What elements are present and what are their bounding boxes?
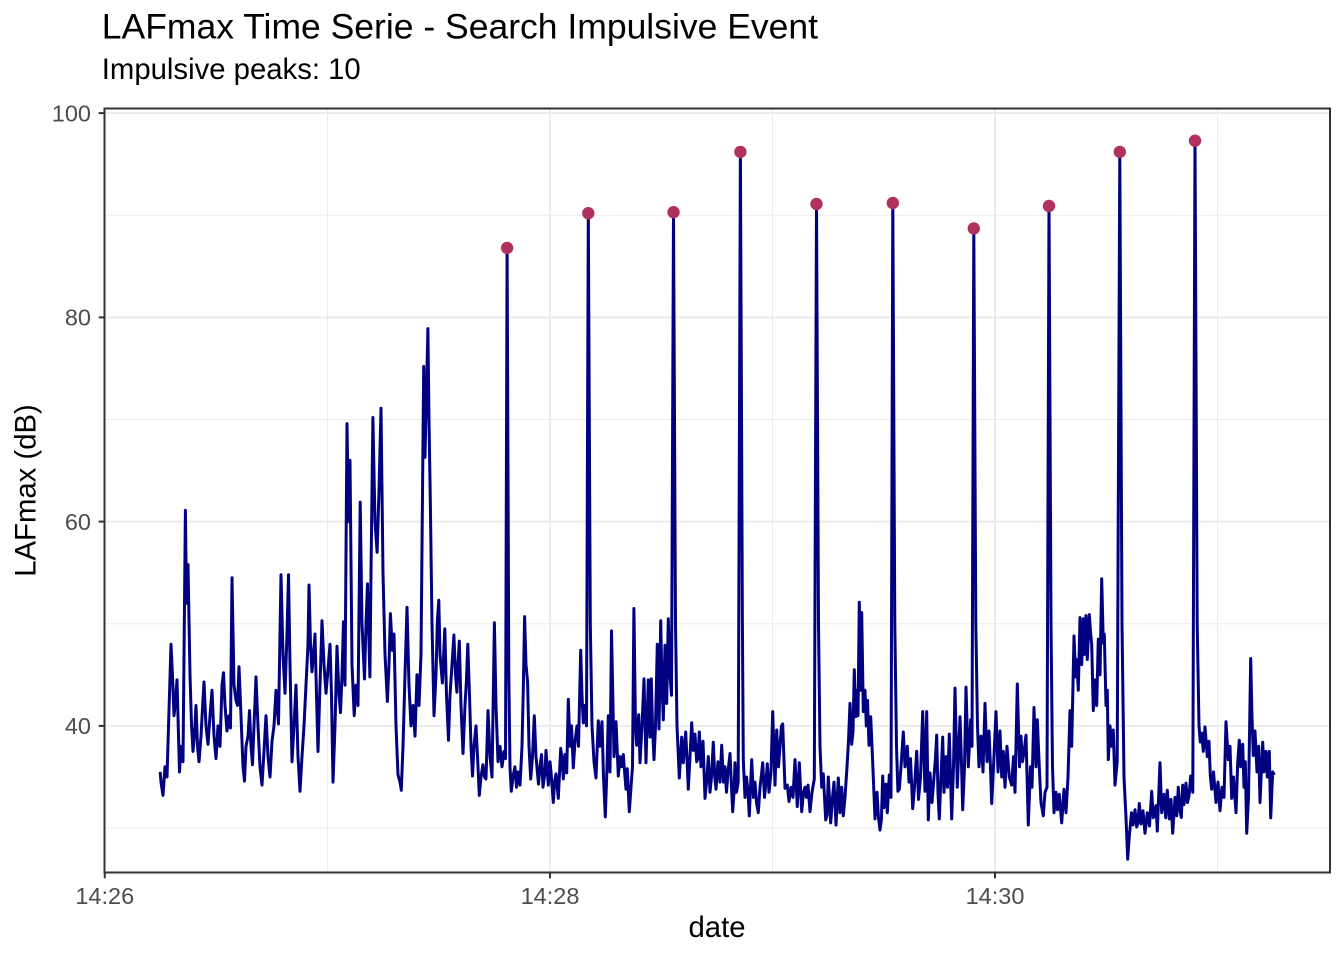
svg-text:14:26: 14:26 [75,883,134,909]
svg-text:14:28: 14:28 [521,883,580,909]
svg-text:LAFmax Time Serie - Search Imp: LAFmax Time Serie - Search Impulsive Eve… [102,7,818,47]
svg-text:14:30: 14:30 [966,883,1025,909]
svg-text:date: date [688,911,745,944]
svg-text:80: 80 [65,305,91,331]
svg-text:60: 60 [65,509,91,535]
svg-text:40: 40 [65,713,91,739]
svg-text:100: 100 [52,100,91,126]
svg-text:Impulsive peaks: 10: Impulsive peaks: 10 [102,53,361,86]
svg-text:LAFmax (dB): LAFmax (dB) [10,404,43,577]
